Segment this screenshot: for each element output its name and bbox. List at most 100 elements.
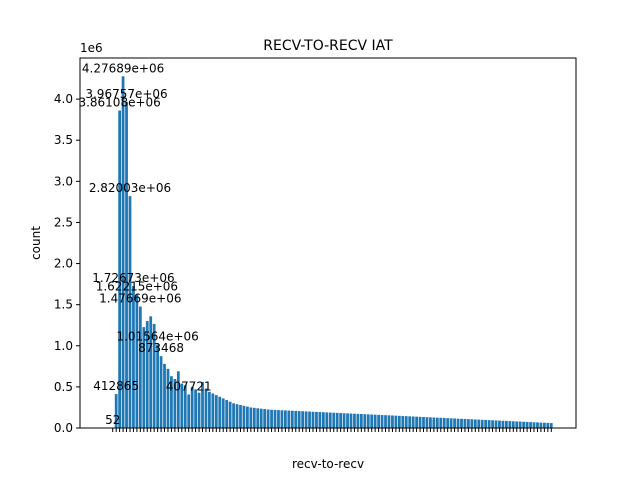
bar <box>422 416 425 428</box>
bar <box>387 415 391 428</box>
bar <box>301 411 305 428</box>
bar <box>439 417 443 428</box>
bar <box>532 422 536 428</box>
bar <box>394 415 398 428</box>
bar <box>225 400 229 428</box>
bar <box>432 417 436 428</box>
bar <box>449 418 453 428</box>
bar <box>145 321 149 428</box>
bar <box>235 404 239 428</box>
bar <box>356 413 360 428</box>
bar-data-labels: 52 412865 3.86108e+06 4.27689e+06 3.96757e+0… <box>78 61 211 427</box>
bar <box>359 414 363 428</box>
bar-data-label: 4.27689e+06 <box>82 61 164 75</box>
bar <box>339 413 343 428</box>
bar-data-label: 3.96757e+06 <box>85 87 167 101</box>
bar <box>166 368 170 428</box>
bar <box>138 306 142 428</box>
bar <box>163 363 166 428</box>
bar <box>252 407 256 428</box>
bar <box>156 344 159 428</box>
bar-data-label: 1.62215e+06 <box>96 280 178 294</box>
bar-data-label: 52 <box>105 413 120 427</box>
bar <box>377 414 380 428</box>
bar <box>173 379 177 428</box>
bar <box>435 417 439 428</box>
bar <box>218 396 222 428</box>
bar <box>176 371 180 428</box>
bar <box>546 422 550 428</box>
bar <box>266 409 270 428</box>
bar <box>259 408 263 428</box>
bar <box>542 422 546 428</box>
bar <box>511 421 515 428</box>
y-tick-label: 3.5 <box>54 133 73 147</box>
bar <box>522 421 526 428</box>
bar <box>239 404 242 428</box>
bar <box>501 420 505 428</box>
bar <box>404 416 408 428</box>
bar <box>453 418 456 428</box>
bar <box>456 418 460 428</box>
bar <box>256 408 260 428</box>
bar-data-label: 1.01564e+06 <box>116 329 198 343</box>
y-tick-label: 1.0 <box>54 339 73 353</box>
bar <box>121 76 125 428</box>
bar <box>467 419 470 428</box>
bar <box>297 411 301 428</box>
bar <box>273 409 277 428</box>
bar <box>318 412 322 428</box>
bar <box>442 417 446 428</box>
y-axis-ticks: 0.0 0.5 1.0 1.5 2.0 2.5 3.0 3.5 4.0 <box>54 92 80 435</box>
bar <box>477 419 481 428</box>
bar <box>508 421 512 428</box>
bar <box>152 323 156 428</box>
bar <box>342 413 346 428</box>
bar-data-label: 1.72673e+06 <box>92 271 174 285</box>
bar <box>401 416 405 428</box>
bar <box>397 415 401 428</box>
bar-data-label: 1.47669e+06 <box>99 292 181 306</box>
bar-series <box>114 76 553 428</box>
bar <box>221 398 225 428</box>
bar <box>321 412 325 428</box>
bar <box>170 376 173 428</box>
bar <box>487 420 491 428</box>
bar <box>159 356 163 428</box>
x-axis-label: recv-to-recv <box>292 457 364 471</box>
bar <box>294 410 298 428</box>
bar <box>349 413 353 428</box>
bar <box>263 409 267 428</box>
bar <box>190 386 194 428</box>
bar <box>277 410 280 428</box>
bar <box>363 414 367 428</box>
y-tick-label: 3.0 <box>54 174 73 188</box>
bar <box>211 393 215 428</box>
bar <box>187 394 191 428</box>
bar <box>280 410 284 428</box>
bar <box>411 416 415 428</box>
bar <box>446 418 450 428</box>
bar <box>498 420 501 428</box>
bar <box>425 417 429 428</box>
bar <box>315 411 318 428</box>
bar <box>391 415 394 428</box>
bar <box>518 421 522 428</box>
bar <box>325 412 329 428</box>
bar <box>132 286 135 428</box>
bar <box>491 420 494 428</box>
bar <box>311 411 315 428</box>
bar <box>228 401 232 428</box>
y-tick-label: 0.5 <box>54 380 73 394</box>
bar <box>346 413 349 428</box>
bar <box>549 423 553 428</box>
bar <box>470 419 474 428</box>
bar <box>480 419 484 428</box>
bar <box>408 416 412 428</box>
bar <box>539 422 543 428</box>
bar <box>204 388 208 428</box>
bar <box>197 392 201 428</box>
bar <box>149 316 153 428</box>
